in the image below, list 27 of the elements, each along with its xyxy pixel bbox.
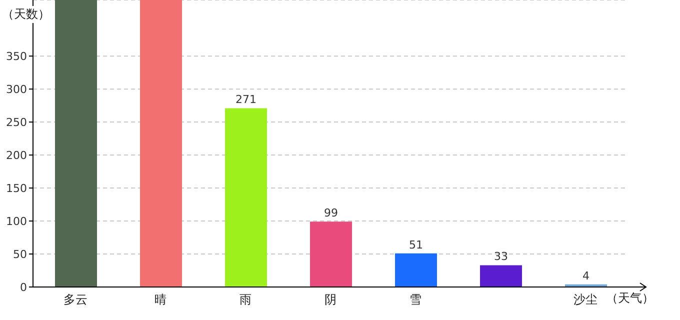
- y-tick-label: 350: [6, 50, 27, 63]
- bar: [310, 222, 352, 287]
- bar: [395, 253, 437, 287]
- data-label: 4: [582, 269, 590, 282]
- y-tick-label: 250: [6, 116, 27, 129]
- y-tick-label: 150: [6, 182, 27, 195]
- data-label: 271: [236, 93, 256, 106]
- bar: [225, 108, 267, 287]
- x-tick-label: 沙尘: [574, 292, 598, 307]
- x-tick-label: 阴: [324, 292, 336, 307]
- x-tick-label: 雪: [410, 292, 422, 307]
- data-label: 51: [409, 238, 423, 252]
- data-label: 33: [494, 250, 508, 264]
- y-axis-title: （天数）: [2, 6, 50, 23]
- x-tick-label: 晴: [154, 292, 166, 307]
- y-tick-label: 200: [6, 148, 27, 162]
- bar: [140, 0, 182, 287]
- x-tick-label: 多云: [64, 292, 88, 307]
- data-label: 99: [324, 206, 338, 220]
- bar: [55, 0, 97, 287]
- y-tick-label: 100: [6, 214, 27, 228]
- y-tick-label: 300: [6, 82, 27, 96]
- bar: [480, 265, 522, 287]
- x-axis-title: （天气）: [606, 290, 654, 307]
- y-tick-label: 0: [20, 280, 27, 294]
- x-tick-label: 雨: [240, 292, 252, 307]
- y-tick-label: 50: [13, 248, 27, 261]
